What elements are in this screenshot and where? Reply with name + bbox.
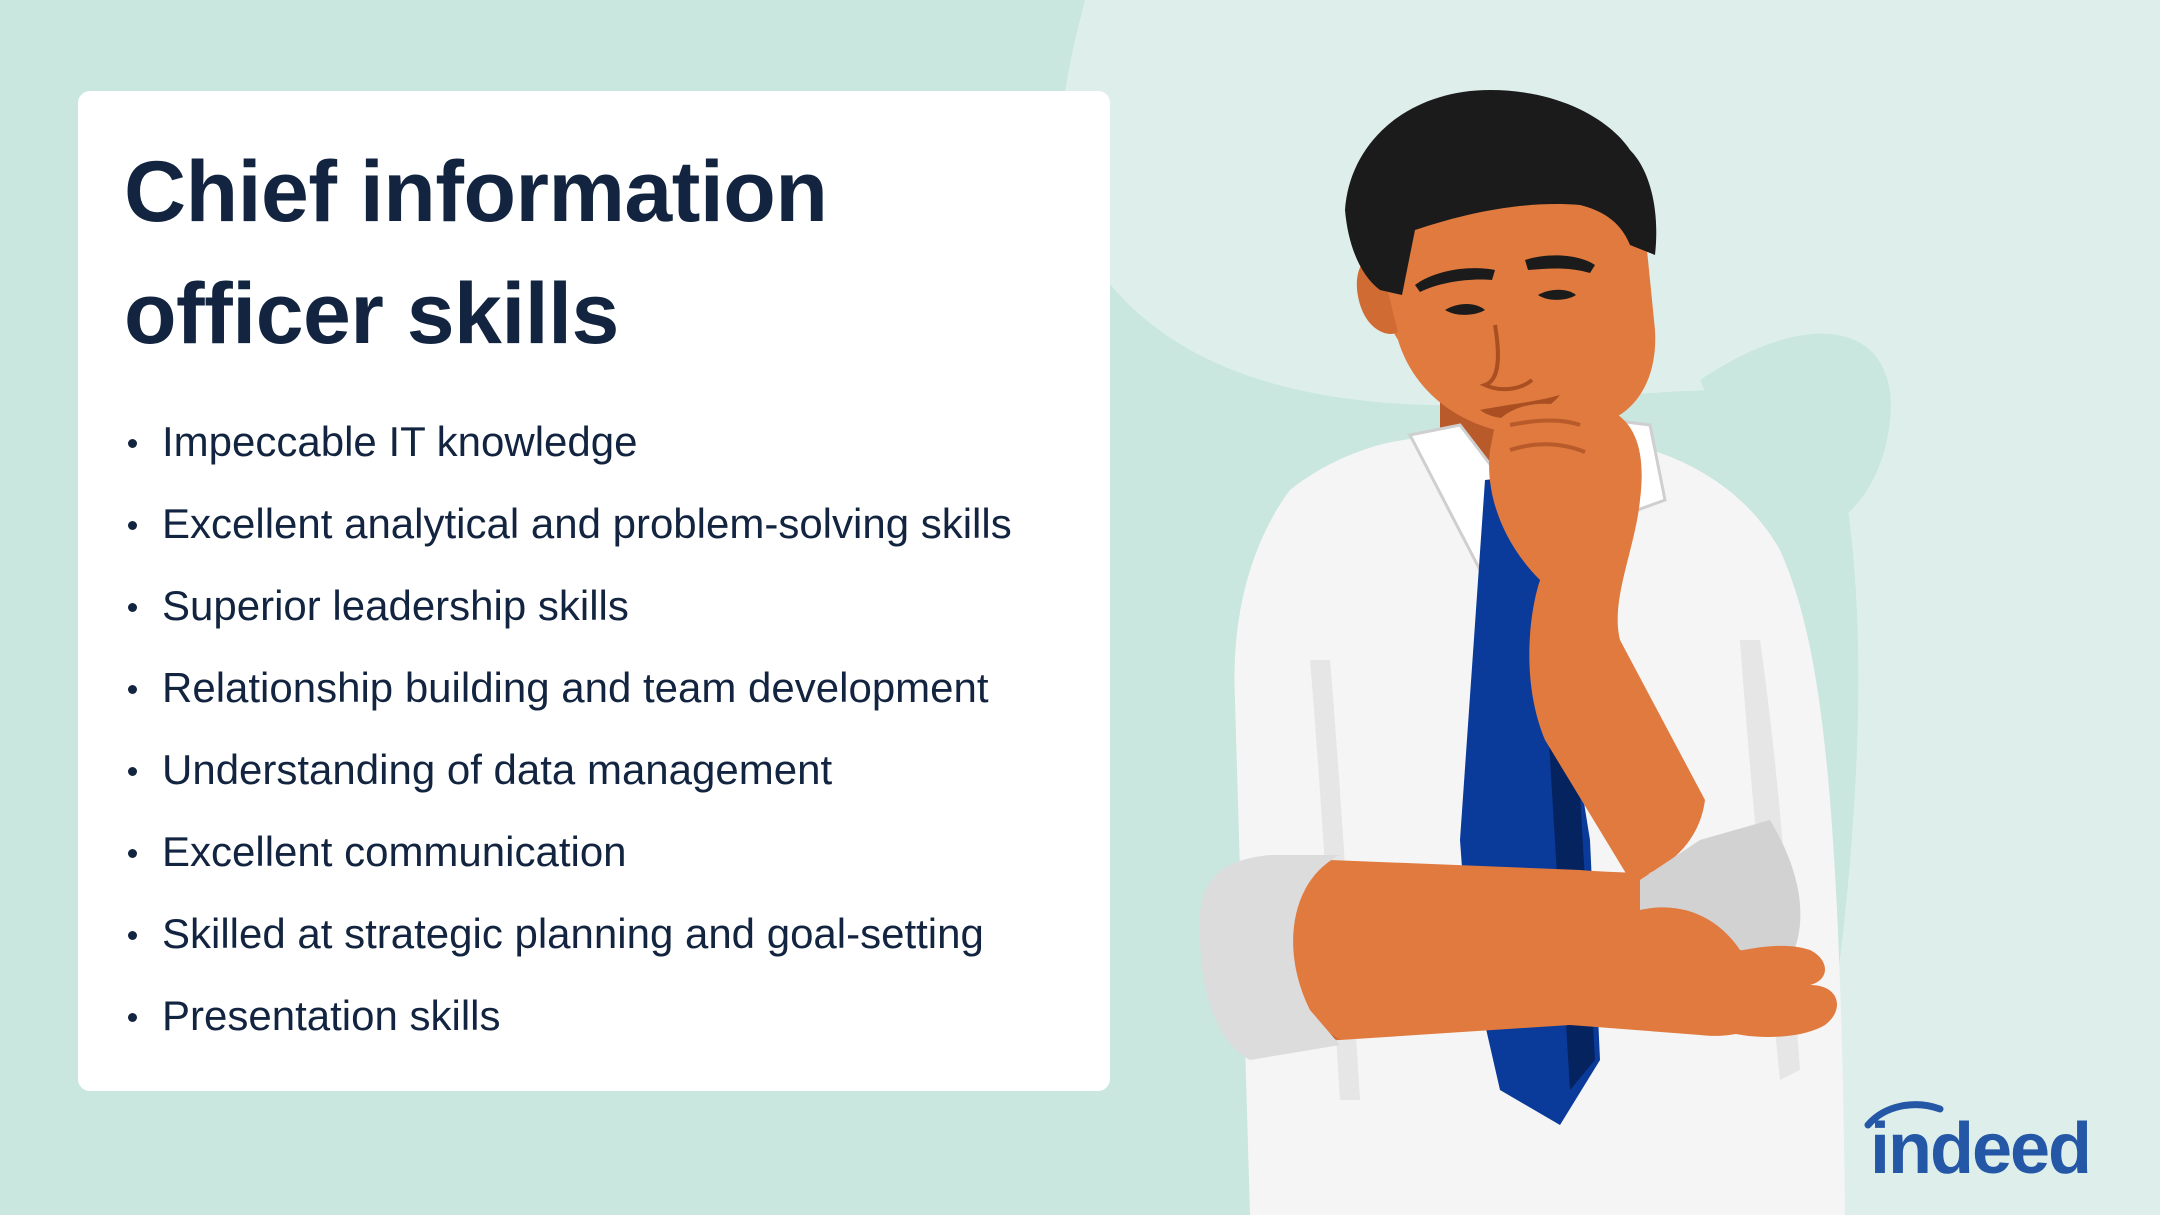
bullet-icon bbox=[128, 439, 137, 448]
skills-card: Chief information officer skills Impecca… bbox=[78, 91, 1110, 1091]
list-item: Understanding of data management bbox=[124, 741, 1070, 823]
skill-text: Skilled at strategic planning and goal-s… bbox=[162, 910, 984, 957]
bullet-icon bbox=[128, 849, 137, 858]
list-item: Skilled at strategic planning and goal-s… bbox=[124, 905, 1070, 987]
bullet-icon bbox=[128, 603, 137, 612]
skills-list: Impeccable IT knowledge Excellent analyt… bbox=[124, 413, 1070, 1069]
bullet-icon bbox=[128, 685, 137, 694]
skill-text: Impeccable IT knowledge bbox=[162, 418, 638, 465]
list-item: Excellent analytical and problem-solving… bbox=[124, 495, 1070, 577]
skill-text: Understanding of data management bbox=[162, 746, 833, 793]
list-item: Presentation skills bbox=[124, 987, 1070, 1069]
thinking-man-illustration-icon bbox=[1199, 90, 1845, 1215]
list-item: Relationship building and team developme… bbox=[124, 659, 1070, 741]
skill-text: Excellent analytical and problem-solving… bbox=[162, 500, 1012, 547]
logo-text: indeed bbox=[1870, 1109, 2090, 1185]
list-item: Excellent communication bbox=[124, 823, 1070, 905]
skill-text: Superior leadership skills bbox=[162, 582, 629, 629]
skill-text: Presentation skills bbox=[162, 992, 501, 1039]
indeed-logo-icon: indeed bbox=[1864, 1101, 2092, 1185]
page-title: Chief information officer skills bbox=[124, 144, 828, 362]
list-item: Superior leadership skills bbox=[124, 577, 1070, 659]
bullet-icon bbox=[128, 521, 137, 530]
bullet-icon bbox=[128, 767, 137, 776]
bullet-icon bbox=[128, 931, 137, 940]
skill-text: Relationship building and team developme… bbox=[162, 664, 989, 711]
list-item: Impeccable IT knowledge bbox=[124, 413, 1070, 495]
bullet-icon bbox=[128, 1013, 137, 1022]
skill-text: Excellent communication bbox=[162, 828, 627, 875]
